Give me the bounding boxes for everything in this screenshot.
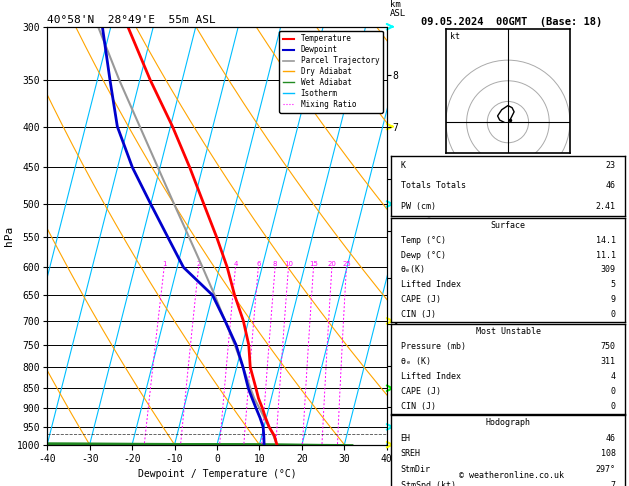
Text: 09.05.2024  00GMT  (Base: 18): 09.05.2024 00GMT (Base: 18) xyxy=(421,17,602,27)
Text: Most Unstable: Most Unstable xyxy=(476,327,541,336)
Text: 108: 108 xyxy=(601,450,616,458)
Text: 46: 46 xyxy=(606,434,616,443)
Text: EH: EH xyxy=(401,434,411,443)
Text: Dewp (°C): Dewp (°C) xyxy=(401,251,445,260)
Text: 46: 46 xyxy=(606,181,616,191)
Text: 750: 750 xyxy=(601,342,616,351)
Text: Mixing Ratio (g/kg): Mixing Ratio (g/kg) xyxy=(426,188,435,283)
Text: 5: 5 xyxy=(611,280,616,289)
Text: 311: 311 xyxy=(601,357,616,365)
Text: 10: 10 xyxy=(284,261,293,267)
Text: 25: 25 xyxy=(342,261,351,267)
Text: CAPE (J): CAPE (J) xyxy=(401,386,440,396)
Text: 0: 0 xyxy=(611,401,616,411)
Y-axis label: hPa: hPa xyxy=(4,226,14,246)
Text: Temp (°C): Temp (°C) xyxy=(401,236,445,244)
Text: CAPE (J): CAPE (J) xyxy=(401,295,440,304)
Text: θₑ(K): θₑ(K) xyxy=(401,265,426,275)
Text: 14.1: 14.1 xyxy=(596,236,616,244)
Text: 11.1: 11.1 xyxy=(596,251,616,260)
Text: K: K xyxy=(401,161,406,170)
Text: Lifted Index: Lifted Index xyxy=(401,372,460,381)
Text: 8: 8 xyxy=(273,261,277,267)
Text: Pressure (mb): Pressure (mb) xyxy=(401,342,465,351)
Text: LCL: LCL xyxy=(394,430,409,439)
Text: 7: 7 xyxy=(611,481,616,486)
Text: CIN (J): CIN (J) xyxy=(401,310,436,319)
Text: 2: 2 xyxy=(196,261,201,267)
Text: StmSpd (kt): StmSpd (kt) xyxy=(401,481,455,486)
Text: Surface: Surface xyxy=(491,221,526,230)
Text: Lifted Index: Lifted Index xyxy=(401,280,460,289)
Text: 23: 23 xyxy=(606,161,616,170)
Text: kt: kt xyxy=(450,33,460,41)
Text: SREH: SREH xyxy=(401,450,421,458)
Text: 15: 15 xyxy=(309,261,318,267)
Text: © weatheronline.co.uk: © weatheronline.co.uk xyxy=(459,471,564,480)
Text: km
ASL: km ASL xyxy=(390,0,406,18)
Text: 6: 6 xyxy=(256,261,260,267)
Text: StmDir: StmDir xyxy=(401,465,431,474)
Text: 4: 4 xyxy=(611,372,616,381)
Text: Hodograph: Hodograph xyxy=(486,418,531,427)
Text: 1: 1 xyxy=(162,261,167,267)
Text: 20: 20 xyxy=(328,261,337,267)
Text: 9: 9 xyxy=(611,295,616,304)
Text: PW (cm): PW (cm) xyxy=(401,202,436,210)
Text: 4: 4 xyxy=(233,261,238,267)
Text: 309: 309 xyxy=(601,265,616,275)
Text: Totals Totals: Totals Totals xyxy=(401,181,465,191)
Text: 297°: 297° xyxy=(596,465,616,474)
Text: θₑ (K): θₑ (K) xyxy=(401,357,431,365)
Text: 40°58'N  28°49'E  55m ASL: 40°58'N 28°49'E 55m ASL xyxy=(47,15,216,25)
Text: CIN (J): CIN (J) xyxy=(401,401,436,411)
Text: 2.41: 2.41 xyxy=(596,202,616,210)
X-axis label: Dewpoint / Temperature (°C): Dewpoint / Temperature (°C) xyxy=(138,469,296,479)
Text: 0: 0 xyxy=(611,386,616,396)
Text: 0: 0 xyxy=(611,310,616,319)
Legend: Temperature, Dewpoint, Parcel Trajectory, Dry Adiabat, Wet Adiabat, Isotherm, Mi: Temperature, Dewpoint, Parcel Trajectory… xyxy=(279,31,383,113)
